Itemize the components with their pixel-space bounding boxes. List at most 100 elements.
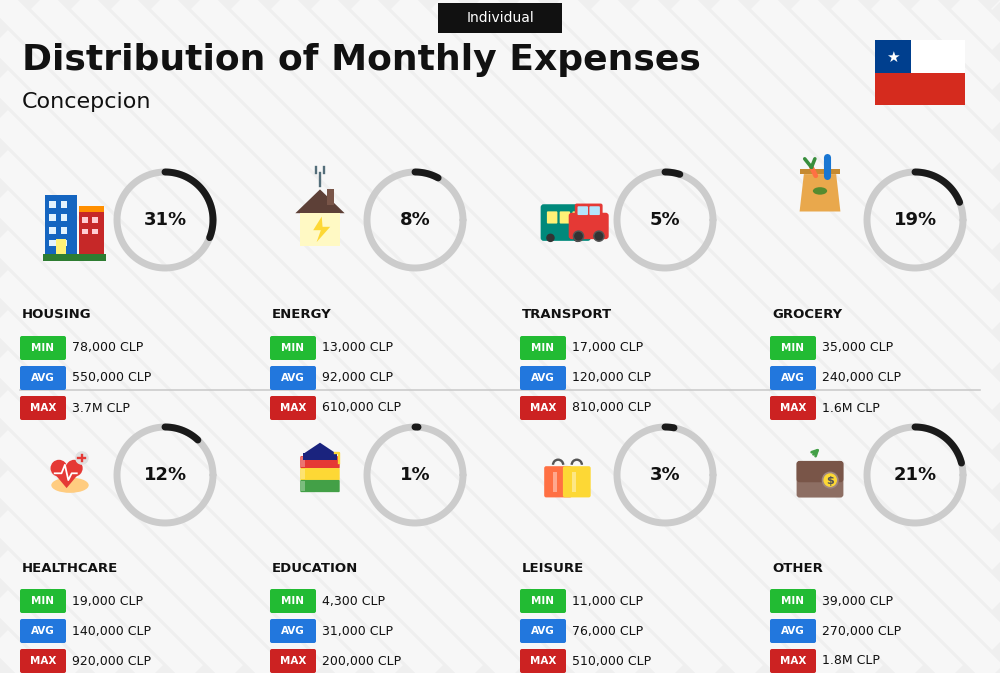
FancyBboxPatch shape — [300, 213, 340, 246]
Circle shape — [66, 460, 83, 476]
FancyBboxPatch shape — [541, 204, 591, 241]
Text: MIN: MIN — [532, 343, 554, 353]
FancyBboxPatch shape — [61, 214, 67, 221]
FancyBboxPatch shape — [770, 619, 816, 643]
Text: 21%: 21% — [893, 466, 937, 484]
Text: 31,000 CLP: 31,000 CLP — [322, 625, 393, 637]
Text: MAX: MAX — [280, 656, 306, 666]
FancyBboxPatch shape — [520, 336, 566, 360]
Text: AVG: AVG — [781, 626, 805, 636]
Text: MAX: MAX — [530, 656, 556, 666]
FancyBboxPatch shape — [301, 469, 305, 479]
Text: 12%: 12% — [143, 466, 187, 484]
Text: AVG: AVG — [281, 626, 305, 636]
FancyBboxPatch shape — [49, 214, 56, 221]
FancyBboxPatch shape — [20, 396, 66, 420]
Text: 13,000 CLP: 13,000 CLP — [322, 341, 393, 355]
Polygon shape — [51, 470, 82, 488]
Text: MAX: MAX — [30, 656, 56, 666]
Text: AVG: AVG — [531, 626, 555, 636]
FancyBboxPatch shape — [49, 240, 56, 246]
Text: 3.7M CLP: 3.7M CLP — [72, 402, 130, 415]
Text: AVG: AVG — [31, 373, 55, 383]
Circle shape — [573, 234, 582, 242]
Text: 78,000 CLP: 78,000 CLP — [72, 341, 143, 355]
Polygon shape — [313, 217, 330, 242]
FancyBboxPatch shape — [770, 336, 816, 360]
FancyBboxPatch shape — [56, 239, 66, 254]
FancyBboxPatch shape — [438, 3, 562, 33]
Text: 510,000 CLP: 510,000 CLP — [572, 655, 651, 668]
FancyBboxPatch shape — [770, 366, 816, 390]
Text: 550,000 CLP: 550,000 CLP — [72, 371, 151, 384]
Text: 240,000 CLP: 240,000 CLP — [822, 371, 901, 384]
Text: 1.6M CLP: 1.6M CLP — [822, 402, 880, 415]
Text: $: $ — [826, 476, 834, 486]
FancyBboxPatch shape — [270, 619, 316, 643]
FancyBboxPatch shape — [553, 472, 557, 492]
Text: 31%: 31% — [143, 211, 187, 229]
Text: 200,000 CLP: 200,000 CLP — [322, 655, 401, 668]
Text: AVG: AVG — [281, 373, 305, 383]
Text: 1.8M CLP: 1.8M CLP — [822, 655, 880, 668]
Text: MIN: MIN — [32, 596, 54, 606]
Text: 8%: 8% — [400, 211, 430, 229]
Circle shape — [51, 460, 67, 476]
FancyBboxPatch shape — [520, 396, 566, 420]
FancyBboxPatch shape — [300, 456, 340, 468]
Text: OTHER: OTHER — [772, 561, 823, 575]
Text: HOUSING: HOUSING — [22, 308, 92, 322]
FancyBboxPatch shape — [301, 457, 305, 467]
Text: AVG: AVG — [531, 373, 555, 383]
Text: 92,000 CLP: 92,000 CLP — [322, 371, 393, 384]
Polygon shape — [800, 174, 840, 211]
Circle shape — [594, 231, 604, 241]
Text: MAX: MAX — [280, 403, 306, 413]
FancyBboxPatch shape — [49, 227, 56, 234]
FancyBboxPatch shape — [301, 481, 305, 491]
FancyBboxPatch shape — [78, 207, 104, 211]
FancyBboxPatch shape — [797, 461, 843, 497]
Text: 140,000 CLP: 140,000 CLP — [72, 625, 151, 637]
Text: MIN: MIN — [782, 343, 804, 353]
Text: 5%: 5% — [650, 211, 680, 229]
FancyBboxPatch shape — [20, 589, 66, 613]
Text: 19,000 CLP: 19,000 CLP — [72, 594, 143, 608]
Circle shape — [546, 234, 555, 242]
Text: MIN: MIN — [782, 596, 804, 606]
Text: Individual: Individual — [466, 11, 534, 26]
Text: TRANSPORT: TRANSPORT — [522, 308, 612, 322]
Circle shape — [75, 451, 89, 465]
Text: 270,000 CLP: 270,000 CLP — [822, 625, 901, 637]
FancyBboxPatch shape — [270, 396, 316, 420]
Text: 19%: 19% — [893, 211, 937, 229]
FancyBboxPatch shape — [560, 211, 570, 223]
Text: MAX: MAX — [780, 656, 806, 666]
Text: AVG: AVG — [781, 373, 805, 383]
Polygon shape — [305, 443, 335, 456]
FancyBboxPatch shape — [61, 201, 67, 208]
FancyBboxPatch shape — [569, 213, 609, 239]
FancyBboxPatch shape — [572, 211, 583, 223]
Text: 3%: 3% — [650, 466, 680, 484]
FancyBboxPatch shape — [61, 227, 67, 234]
Text: MAX: MAX — [530, 403, 556, 413]
Text: HEALTHCARE: HEALTHCARE — [22, 561, 118, 575]
FancyBboxPatch shape — [770, 589, 816, 613]
FancyBboxPatch shape — [78, 211, 104, 254]
FancyBboxPatch shape — [575, 203, 603, 218]
FancyBboxPatch shape — [92, 217, 98, 223]
Text: 35,000 CLP: 35,000 CLP — [822, 341, 893, 355]
FancyBboxPatch shape — [20, 336, 66, 360]
FancyBboxPatch shape — [520, 649, 566, 673]
FancyBboxPatch shape — [578, 206, 588, 215]
Text: 120,000 CLP: 120,000 CLP — [572, 371, 651, 384]
Bar — [911, 40, 965, 73]
Ellipse shape — [51, 478, 89, 493]
FancyBboxPatch shape — [300, 480, 340, 492]
FancyBboxPatch shape — [270, 589, 316, 613]
FancyBboxPatch shape — [20, 619, 66, 643]
Text: 810,000 CLP: 810,000 CLP — [572, 402, 651, 415]
Bar — [875, 73, 965, 105]
FancyBboxPatch shape — [61, 240, 67, 246]
